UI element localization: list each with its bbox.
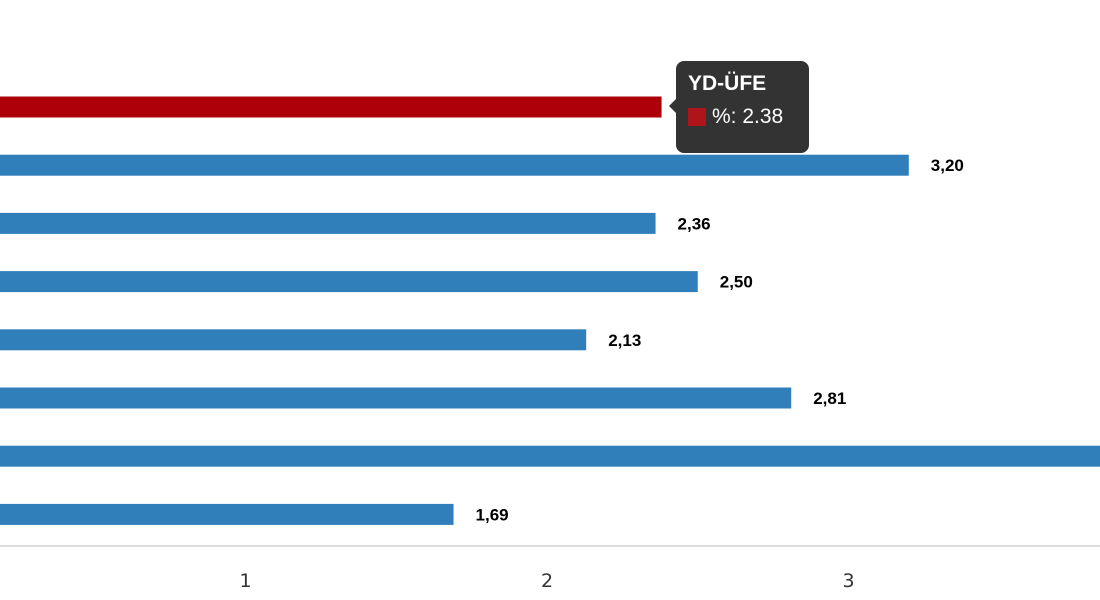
- tooltip-title: YD-ÜFE: [688, 72, 767, 95]
- tooltip: YD-ÜFE %: 2.38: [669, 61, 809, 153]
- x-tick-label: 1: [239, 570, 251, 592]
- bar[interactable]: [0, 445, 1100, 467]
- data-label: 1,69: [476, 505, 509, 524]
- bar[interactable]: [0, 387, 792, 409]
- bar[interactable]: [0, 503, 454, 525]
- x-tick-label: 3: [842, 570, 854, 592]
- data-label: 2,13: [608, 331, 641, 350]
- tooltip-value: %: 2.38: [712, 105, 784, 128]
- bar[interactable]: [0, 212, 656, 234]
- bar[interactable]: [0, 96, 662, 118]
- tooltip-swatch: [688, 108, 706, 126]
- bar[interactable]: [0, 329, 587, 351]
- data-label: 2,50: [720, 273, 753, 292]
- data-label: 2,36: [678, 214, 711, 233]
- data-label: 3,20: [931, 156, 964, 175]
- bar[interactable]: [0, 271, 698, 293]
- x-tick-label: 2: [541, 570, 553, 592]
- bar[interactable]: [0, 154, 909, 176]
- data-label: 2,81: [813, 389, 846, 408]
